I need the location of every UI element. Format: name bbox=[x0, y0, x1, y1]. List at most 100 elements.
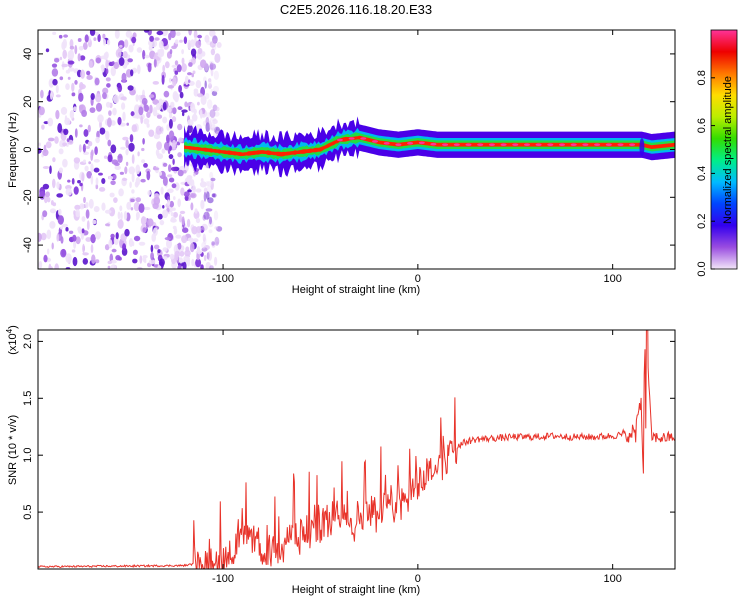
signal-peak bbox=[582, 143, 589, 146]
noise-blob bbox=[130, 111, 135, 117]
noise-blob bbox=[54, 263, 59, 269]
signal-peak bbox=[442, 143, 449, 146]
noise-blob bbox=[95, 93, 102, 103]
noise-blob bbox=[137, 151, 140, 157]
noise-blob bbox=[125, 161, 129, 166]
noise-blob bbox=[188, 62, 193, 67]
noise-blob bbox=[153, 133, 161, 140]
noise-blob bbox=[169, 253, 175, 260]
noise-blob bbox=[184, 249, 191, 257]
noise-blob bbox=[190, 202, 194, 211]
noise-blob bbox=[107, 139, 112, 147]
noise-blob bbox=[209, 216, 212, 225]
noise-blob bbox=[204, 80, 207, 89]
noise-blob bbox=[209, 265, 214, 269]
noise-blob bbox=[81, 109, 87, 117]
noise-blob bbox=[157, 49, 163, 58]
noise-blob bbox=[45, 48, 50, 53]
noise-blob bbox=[58, 208, 62, 216]
noise-blob bbox=[161, 74, 165, 85]
noise-blob bbox=[168, 77, 172, 83]
noise-blob bbox=[110, 120, 116, 126]
noise-blob bbox=[119, 44, 123, 48]
noise-blob bbox=[201, 241, 207, 249]
noise-blob bbox=[214, 256, 218, 266]
noise-blob bbox=[207, 251, 213, 261]
noise-blob bbox=[56, 233, 60, 242]
noise-blob bbox=[171, 183, 177, 189]
noise-blob bbox=[208, 78, 212, 86]
noise-blob bbox=[166, 106, 172, 113]
noise-blob bbox=[54, 136, 59, 144]
signal-peak bbox=[418, 141, 425, 145]
noise-blob bbox=[102, 92, 107, 100]
noise-blob bbox=[148, 94, 155, 98]
noise-blob bbox=[90, 93, 95, 100]
noise-blob bbox=[148, 44, 153, 51]
y-tick-label: -40 bbox=[22, 237, 34, 253]
noise-blob bbox=[190, 48, 197, 57]
snr-x-axis-title: Height of straight line (km) bbox=[292, 584, 420, 596]
noise-blob bbox=[195, 258, 202, 268]
noise-blob bbox=[131, 241, 135, 247]
noise-blob bbox=[79, 203, 85, 210]
noise-blob bbox=[49, 208, 57, 214]
noise-blob bbox=[164, 237, 171, 241]
noise-blob bbox=[63, 34, 68, 38]
noise-blob bbox=[209, 30, 216, 37]
noise-blob bbox=[177, 152, 182, 158]
noise-blob bbox=[88, 198, 94, 209]
noise-blob bbox=[62, 142, 68, 147]
noise-blob bbox=[199, 181, 207, 188]
noise-blob bbox=[38, 232, 42, 242]
noise-blob bbox=[77, 38, 82, 42]
colorbar-tick-label: 0.4 bbox=[696, 166, 708, 181]
noise-blob bbox=[150, 244, 154, 253]
signal-peak bbox=[395, 143, 402, 146]
noise-blob bbox=[153, 196, 161, 206]
noise-blob bbox=[43, 254, 48, 263]
x-tick-label: -100 bbox=[212, 273, 234, 285]
signal-peak bbox=[535, 143, 542, 146]
snr-panel: -100 0 100 0.5 1.0 1.5 2.0 Height of straight… bbox=[5, 325, 676, 596]
signal-peak bbox=[605, 143, 612, 146]
noise-blob bbox=[205, 117, 210, 125]
noise-blob bbox=[209, 62, 214, 71]
noise-blob bbox=[131, 189, 135, 194]
noise-blob bbox=[82, 243, 85, 254]
noise-blob bbox=[164, 61, 170, 69]
noise-blob bbox=[87, 141, 93, 147]
noise-blob bbox=[197, 34, 203, 39]
noise-blob bbox=[149, 35, 155, 42]
noise-blob bbox=[191, 73, 194, 78]
noise-blob bbox=[94, 77, 100, 86]
noise-blob bbox=[147, 218, 154, 227]
noise-blob bbox=[90, 175, 94, 185]
colorbar-tick-label: 0.8 bbox=[696, 70, 708, 85]
noise-blob bbox=[187, 72, 192, 76]
noise-blob bbox=[110, 144, 117, 154]
noise-blob bbox=[132, 32, 137, 39]
noise-blob bbox=[41, 124, 45, 130]
noise-blob bbox=[108, 239, 113, 249]
noise-blob bbox=[66, 138, 70, 143]
noise-blob bbox=[184, 101, 188, 108]
y-tick-label: -20 bbox=[22, 189, 34, 205]
noise-blob bbox=[214, 53, 221, 63]
noise-blob bbox=[69, 110, 75, 119]
noise-blob bbox=[212, 38, 218, 43]
noise-blob bbox=[138, 241, 146, 246]
noise-blob bbox=[171, 116, 177, 123]
snr-series-line bbox=[38, 330, 675, 569]
noise-blob bbox=[94, 231, 102, 240]
noise-blob bbox=[81, 228, 85, 234]
y-tick-label: 1.5 bbox=[22, 391, 34, 406]
noise-blob bbox=[171, 64, 177, 68]
noise-blob bbox=[168, 112, 173, 119]
noise-blob bbox=[131, 172, 135, 183]
noise-blob bbox=[77, 53, 81, 62]
noise-blob bbox=[61, 63, 68, 68]
noise-blob bbox=[93, 206, 100, 213]
noise-blob bbox=[56, 193, 64, 198]
noise-blob bbox=[58, 148, 64, 155]
